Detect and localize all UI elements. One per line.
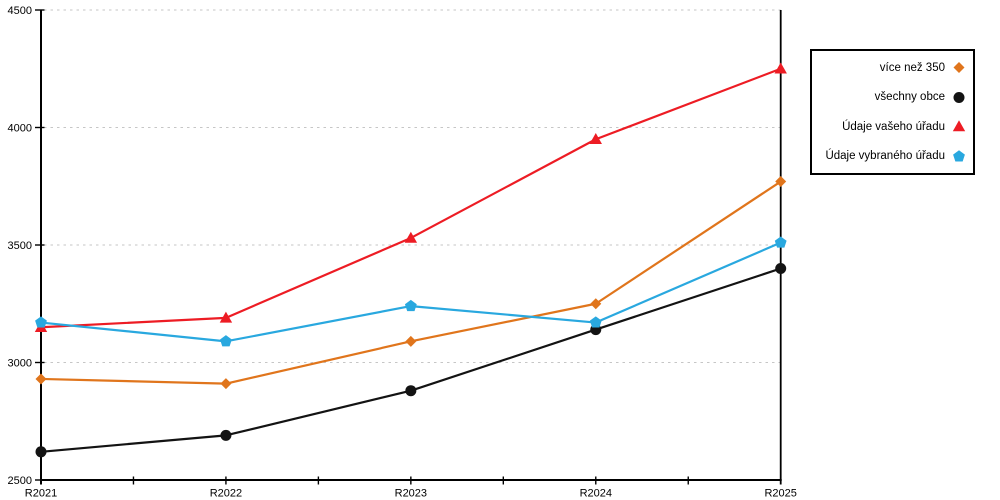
- x-tick-label: R2025: [764, 488, 796, 500]
- pentagon-icon: [35, 316, 47, 328]
- diamond-icon: [405, 335, 417, 347]
- triangle-icon: [952, 120, 966, 132]
- pentagon-icon: [220, 335, 232, 347]
- series-line-udaje-vaseho-uradu: [39, 67, 782, 329]
- legend-item-label: všechny obce: [874, 91, 945, 104]
- x-tick-label: R2024: [580, 488, 612, 500]
- y-tick-label: 3000: [8, 358, 32, 370]
- legend: více než 350 všechny obce Údaje vašeho úřa…: [810, 49, 975, 175]
- x-tick-label: R2022: [210, 488, 242, 500]
- y-tick-label: 4500: [8, 5, 32, 17]
- circle-icon: [405, 385, 417, 397]
- diamond-icon: [220, 378, 232, 390]
- legend-marker: [953, 91, 965, 103]
- legend-item-label: Údaje vybraného úřadu: [825, 150, 945, 163]
- x-tick-label: R2021: [25, 488, 57, 500]
- legend-item-label: více než 350: [879, 61, 945, 74]
- diamond-icon: [35, 373, 47, 385]
- legend-item-vsechny-obce: všechny obce: [816, 83, 966, 112]
- triangle-icon: [774, 62, 787, 74]
- y-tick-label: 4000: [8, 123, 32, 135]
- legend-marker: [953, 62, 965, 74]
- triangle-icon: [589, 133, 602, 145]
- series-line-vsechny-obce: [39, 267, 782, 453]
- legend-item-label: Údaje vašeho úřadu: [842, 120, 945, 133]
- series-line-udaje-vybraneho-uradu: [39, 241, 782, 343]
- pentagon-icon: [404, 299, 417, 312]
- series-line-vice-nez-350: [39, 180, 782, 385]
- circle-icon: [220, 429, 232, 441]
- pentagon-icon: [589, 316, 602, 328]
- circle-icon: [775, 263, 787, 274]
- circle-icon: [953, 91, 965, 103]
- triangle-icon: [219, 311, 233, 323]
- legend-marker: [952, 120, 966, 132]
- legend-item-udaje-vybraneho-uradu: Údaje vybraného úřadu: [816, 142, 966, 171]
- y-tick-label: 2500: [8, 475, 32, 487]
- pentagon-icon: [953, 150, 965, 162]
- diamond-icon: [590, 298, 602, 310]
- triangle-icon: [404, 231, 418, 243]
- y-tick-label: 3500: [8, 240, 32, 252]
- diamond-icon: [953, 62, 965, 74]
- pentagon-icon: [774, 236, 787, 248]
- circle-icon: [35, 446, 47, 458]
- legend-item-vice-nez-350: více než 350: [816, 53, 966, 82]
- x-tick-label: R2023: [395, 488, 427, 500]
- legend-marker: [953, 150, 965, 162]
- diamond-icon: [775, 176, 787, 188]
- legend-item-udaje-vaseho-uradu: Údaje vašeho úřadu: [816, 112, 966, 141]
